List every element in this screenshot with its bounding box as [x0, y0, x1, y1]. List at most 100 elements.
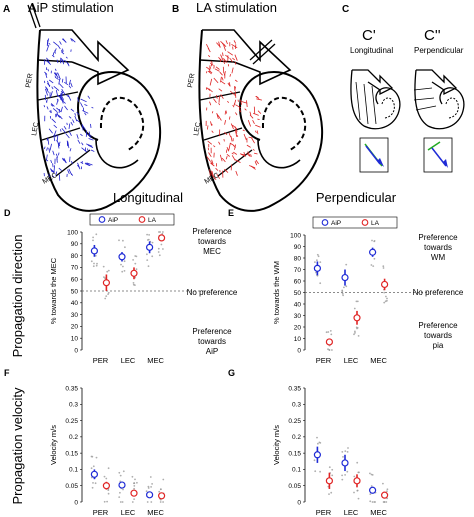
- y-tick-label: 100: [67, 229, 78, 236]
- individual-data-point: [328, 493, 330, 495]
- individual-data-point: [315, 271, 317, 274]
- individual-data-point: [371, 474, 374, 476]
- individual-data-point: [134, 478, 136, 481]
- y-tick-label: 0.1: [69, 467, 78, 474]
- y-tick-label: 0: [297, 347, 301, 354]
- propagation-vector: [72, 119, 75, 123]
- brain-schematic-a: [36, 29, 162, 212]
- individual-data-point: [132, 283, 135, 286]
- y-tick-label: 80: [294, 255, 302, 262]
- individual-data-point: [382, 265, 385, 268]
- y-tick-label: 40: [71, 300, 79, 307]
- propagation-vector: [47, 137, 50, 145]
- individual-data-point: [92, 236, 94, 239]
- row-title-velocity: Propagation velocity: [10, 387, 25, 505]
- x-category-label: MEC: [147, 356, 164, 365]
- propagation-vector: [208, 88, 213, 93]
- individual-data-point: [119, 474, 122, 477]
- legend-box: [312, 216, 398, 229]
- individual-data-point: [160, 243, 163, 246]
- propagation-vector: [223, 139, 225, 142]
- legend-box: [89, 213, 175, 226]
- propagation-vector: [56, 59, 59, 64]
- individual-data-point: [148, 234, 151, 236]
- annotation-e-bottom-3: pia: [433, 341, 444, 350]
- propagation-vector: [224, 168, 229, 173]
- propagation-vector: [209, 101, 212, 106]
- mean-marker-aip: [341, 459, 349, 467]
- propagation-vector: [71, 38, 76, 43]
- propagation-vector: [210, 123, 213, 126]
- individual-data-point: [386, 488, 389, 491]
- y-tick-label: 0.2: [292, 434, 301, 441]
- individual-data-point: [157, 247, 160, 250]
- propagation-vector: [253, 152, 258, 155]
- propagation-vector: [53, 72, 57, 76]
- propagation-vector: [55, 171, 58, 176]
- region-label-lec-a: LEC: [31, 122, 40, 137]
- individual-data-point: [133, 482, 135, 485]
- individual-data-point: [159, 231, 162, 233]
- propagation-vector: [52, 163, 54, 168]
- y-tick-label: 10: [294, 336, 302, 343]
- individual-data-point: [372, 265, 375, 267]
- individual-data-point: [157, 251, 160, 253]
- individual-data-point: [102, 265, 105, 268]
- propagation-vector: [84, 163, 90, 166]
- individual-data-point: [107, 269, 110, 272]
- individual-data-point: [162, 478, 165, 481]
- individual-data-point: [356, 327, 359, 329]
- mean-marker-aip: [146, 243, 154, 251]
- propagation-vector: [249, 114, 254, 119]
- propagation-vector: [68, 123, 71, 129]
- propagation-vector: [60, 92, 63, 96]
- propagation-vector: [210, 60, 213, 64]
- propagation-vector: [218, 88, 223, 92]
- individual-data-point: [369, 472, 371, 475]
- y-tick-label: 0.15: [65, 450, 78, 457]
- region-label-per-a: PER: [25, 73, 34, 88]
- propagation-vector: [53, 135, 56, 142]
- propagation-vector: [219, 71, 223, 76]
- legend-label: AiP: [331, 220, 341, 227]
- individual-data-point: [118, 239, 120, 242]
- propagation-vector: [82, 110, 89, 114]
- panel-c-prime-subtitle: Longitudinal: [350, 46, 393, 55]
- individual-data-point: [386, 490, 388, 493]
- propagation-vector: [70, 38, 73, 42]
- chart-e-perpendicular-direction: E 0 10 20 30 40 50 60 70 80 90 100 % towards the WM P…: [228, 208, 427, 365]
- arrowhead-icon: [377, 158, 384, 167]
- individual-data-point: [132, 259, 135, 261]
- individual-data-point: [357, 335, 360, 337]
- propagation-vector: [250, 154, 252, 157]
- propagation-vector: [234, 86, 236, 91]
- propagation-vector: [66, 122, 68, 126]
- propagation-vector: [223, 44, 226, 51]
- individual-data-point: [94, 254, 97, 257]
- propagation-vector: [70, 121, 74, 126]
- x-category-label: MEC: [370, 508, 387, 517]
- individual-data-point: [371, 501, 374, 503]
- propagation-vector: [206, 156, 211, 162]
- propagation-vector: [61, 51, 65, 55]
- y-tick-label: 50: [71, 288, 79, 295]
- y-tick-label: 0.1: [292, 467, 301, 474]
- individual-data-point: [147, 238, 150, 241]
- y-tick-label: 50: [294, 290, 302, 297]
- y-axis-label: Velocity m/s: [272, 425, 281, 465]
- panel-a-aip-stimulation: A AiP stimulation PER LEC MEC: [3, 0, 162, 212]
- propagation-vector: [50, 109, 52, 114]
- propagation-vector: [70, 82, 73, 88]
- chart-g-perpendicular-velocity: G 0 0.05 0.1 0.15 0.2 0.25 0.3 0.35 Velocity m/s P…: [228, 368, 389, 517]
- propagation-vector: [51, 175, 55, 178]
- propagation-vector: [220, 54, 224, 61]
- propagation-vector: [50, 159, 53, 164]
- individual-data-point: [162, 231, 164, 233]
- individual-data-point: [92, 265, 95, 268]
- propagation-vector: [57, 115, 61, 118]
- propagation-vector: [229, 116, 231, 120]
- propagation-vector: [54, 76, 59, 80]
- propagation-vector: [85, 133, 92, 137]
- individual-data-point: [341, 292, 344, 295]
- arrowhead-icon: [443, 159, 448, 168]
